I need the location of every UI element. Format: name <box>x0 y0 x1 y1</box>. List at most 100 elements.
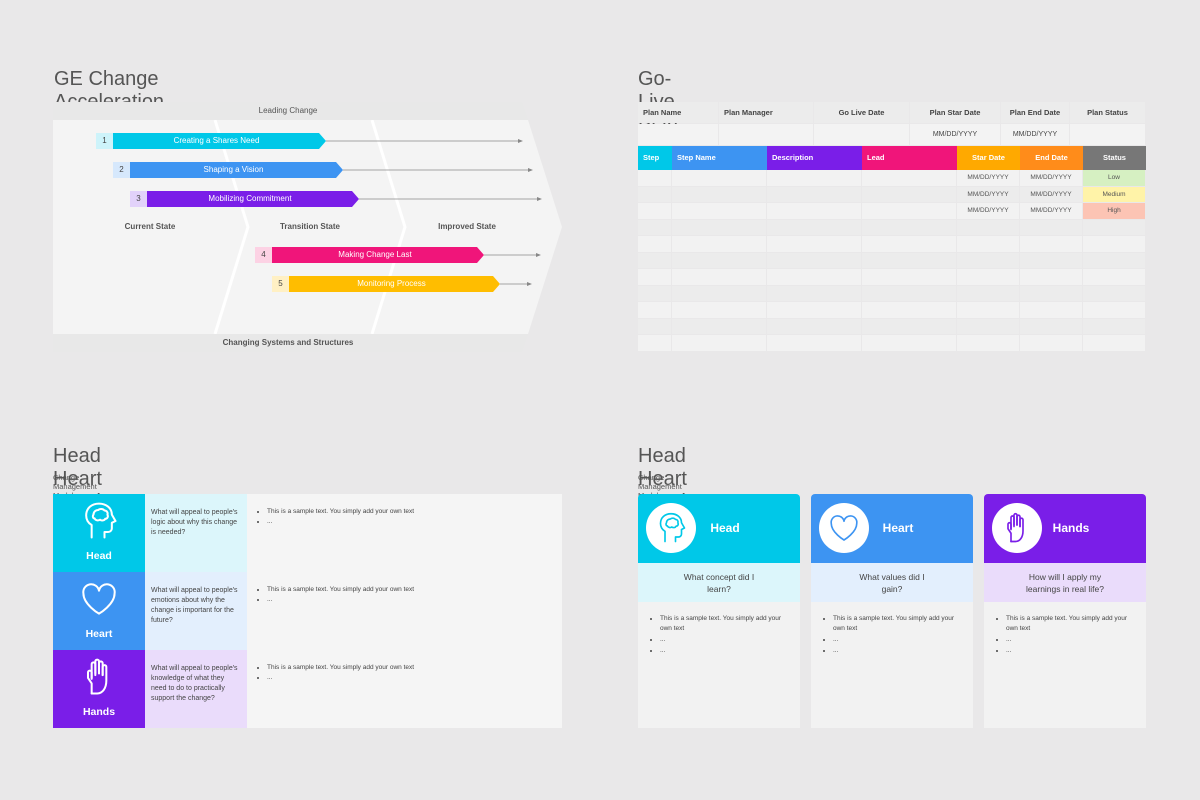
table-cell: MM/DD/YYYY <box>957 186 1019 202</box>
table-cell <box>672 170 766 186</box>
row-bullets: This is a sample text. You simply add yo… <box>247 650 562 728</box>
table-cell <box>957 219 1019 235</box>
table-cell <box>1020 252 1082 268</box>
icon-circle <box>819 503 869 553</box>
bullet-list: This is a sample text. You simply add yo… <box>994 614 1138 656</box>
step-label: Making Change Last <box>338 250 412 259</box>
graphics <box>86 658 108 695</box>
table-cell <box>672 186 766 202</box>
icon-stroke <box>1016 514 1021 528</box>
top-band-label: Leading Change <box>258 106 318 115</box>
table-cell <box>672 318 766 334</box>
icon-stroke <box>1010 517 1024 543</box>
graphics <box>82 583 116 615</box>
state-label: Current State <box>124 222 176 231</box>
bullet-item: This is a sample text. You simply add yo… <box>1006 614 1138 634</box>
row-color-cell <box>53 494 145 572</box>
plan-header-cell: Plan Manager <box>719 102 813 123</box>
table-cell <box>957 302 1019 318</box>
row-label: Hands <box>82 706 116 718</box>
plan-value-cell <box>814 124 909 145</box>
table-cell <box>1020 302 1082 318</box>
row-question: What will appeal to people's emotions ab… <box>145 572 247 650</box>
icon-circle <box>992 503 1042 553</box>
table-cell <box>638 236 671 252</box>
table-cell <box>672 269 766 285</box>
table-cell <box>672 236 766 252</box>
table-cell <box>862 219 956 235</box>
plan-value-cell <box>719 124 813 145</box>
table-cell <box>767 269 861 285</box>
bullet-item: ... <box>660 635 792 645</box>
row-color-cell <box>53 572 145 650</box>
table-cell <box>672 203 766 219</box>
step-label: Monitoring Process <box>357 279 426 288</box>
step-label: Shaping a Vision <box>203 165 264 174</box>
step-header-cell: Lead <box>862 146 957 170</box>
step-header-cell: End Date <box>1020 146 1083 170</box>
bullet-list: This is a sample text. You simply add yo… <box>648 614 792 656</box>
table-cell: MM/DD/YYYY <box>1020 203 1082 219</box>
table-cell: MM/DD/YYYY <box>1020 170 1082 186</box>
bullet-list: This is a sample text. You simply add yo… <box>255 586 556 603</box>
table-cell <box>638 335 671 351</box>
table-cell <box>767 186 861 202</box>
graphics <box>53 102 562 352</box>
card-question: What values did I gain? <box>811 563 973 602</box>
step-header-cell: Description <box>767 146 862 170</box>
table-cell <box>638 219 671 235</box>
step-arrowhead <box>518 139 523 143</box>
step-arrowhead <box>527 282 532 286</box>
table-cell: MM/DD/YYYY <box>1020 186 1082 202</box>
row-bullets: This is a sample text. You simply add yo… <box>247 494 562 572</box>
bottom-band-label: Changing Systems and Structures <box>222 338 354 347</box>
table-cell <box>638 170 671 186</box>
step-header-cell: Star Date <box>957 146 1020 170</box>
bullet-item: ... <box>267 674 556 681</box>
bottom-band <box>53 334 528 352</box>
bullet-item: This is a sample text. You simply add yo… <box>833 614 965 634</box>
step-number: 3 <box>136 194 141 203</box>
step-arrowhead <box>528 168 533 172</box>
table-cell: MM/DD/YYYY <box>957 170 1019 186</box>
table-cell <box>1083 335 1145 351</box>
step-header-cell: Step Name <box>672 146 767 170</box>
plan-header-cell: Go Live Date <box>814 102 909 123</box>
bullet-item: This is a sample text. You simply add yo… <box>267 664 556 671</box>
step-bar <box>147 191 359 207</box>
table-cell <box>957 285 1019 301</box>
step-arrowhead <box>537 197 542 201</box>
step-number-box <box>272 276 289 292</box>
table-cell <box>862 302 956 318</box>
bullet-item: ... <box>833 635 965 645</box>
plan-value-cell: MM/DD/YYYY <box>1001 124 1069 145</box>
table-cell <box>957 236 1019 252</box>
step-arrowhead <box>536 253 541 257</box>
table-cell <box>957 269 1019 285</box>
table-cell <box>1083 252 1145 268</box>
icon-stroke <box>90 664 108 695</box>
step-header-cell: Status <box>1083 146 1146 170</box>
bullet-item: ... <box>660 646 792 656</box>
graphics <box>830 515 858 541</box>
plan-header-cell: Plan Status <box>1070 102 1145 123</box>
table-cell: Low <box>1083 170 1145 186</box>
table-cell <box>767 219 861 235</box>
table-cell <box>862 236 956 252</box>
state-label: Transition State <box>279 222 340 231</box>
table-cell <box>957 252 1019 268</box>
step-bar <box>272 247 484 263</box>
step-number-box <box>255 247 272 263</box>
table-cell <box>638 252 671 268</box>
step-number-box <box>113 162 130 178</box>
plan-value-cell <box>1070 124 1145 145</box>
table-cell <box>672 285 766 301</box>
table-cell <box>862 203 956 219</box>
table-cell <box>1020 236 1082 252</box>
table-cell <box>1083 302 1145 318</box>
table-cell <box>862 318 956 334</box>
table-cell <box>1020 335 1082 351</box>
card-question: How will I apply my learnings in real li… <box>984 563 1146 602</box>
card-bullets: This is a sample text. You simply add yo… <box>984 602 1146 728</box>
table-cell <box>638 318 671 334</box>
